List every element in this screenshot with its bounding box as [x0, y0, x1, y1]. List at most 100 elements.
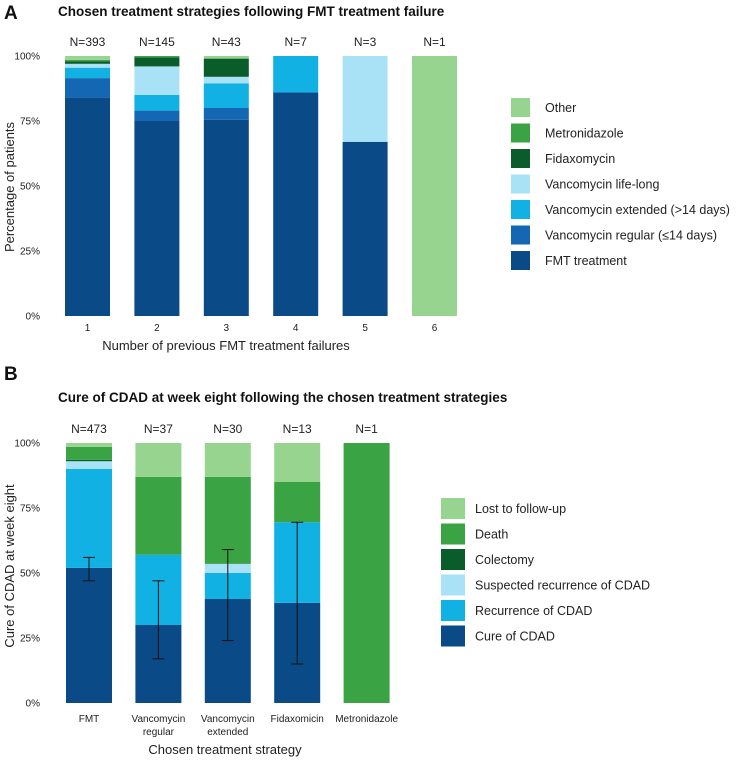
bar-segment — [66, 443, 112, 447]
panel-a-x-axis-label: Number of previous FMT treatment failure… — [102, 338, 350, 353]
legend-swatch — [441, 549, 465, 570]
legend-swatch — [511, 149, 530, 168]
legend-label: Other — [545, 101, 576, 115]
panel-b-y-axis-label: Cure of CDAD at week eight — [2, 484, 17, 648]
bar-segment — [134, 66, 180, 95]
x-tick-label: Fidaxomicin — [271, 714, 324, 725]
y-tick-label: 0% — [26, 312, 41, 323]
bar-segment — [342, 56, 388, 142]
y-tick-label: 25% — [20, 634, 40, 645]
x-tick-label: 6 — [432, 323, 438, 334]
n-label: N=7 — [285, 35, 308, 49]
bar-segment — [203, 76, 249, 84]
x-tick-label: 2 — [154, 323, 160, 334]
legend-label: Cure of CDAD — [475, 630, 555, 644]
x-tick-label: 5 — [362, 323, 368, 334]
legend-label: Lost to follow-up — [475, 502, 566, 516]
legend-label: Vancomycin extended (>14 days) — [545, 203, 730, 217]
n-label: N=473 — [71, 422, 107, 436]
bar-segment — [65, 56, 110, 60]
bar-segment — [204, 443, 251, 477]
legend-swatch — [511, 123, 530, 143]
x-tick-label: 4 — [293, 323, 299, 334]
legend-label: Colectomy — [475, 553, 535, 567]
bar-segment — [412, 56, 457, 316]
bar-segment — [134, 110, 180, 121]
y-tick-label: 50% — [20, 569, 40, 580]
panel-a-title: Chosen treatment strategies following FM… — [58, 4, 445, 19]
bar-segment — [343, 443, 390, 703]
panel-a-legend: Other Metronidazole Fidaxomycin Vancomycin … — [511, 98, 730, 270]
bar-segment — [66, 461, 112, 469]
bar-segment — [203, 56, 249, 59]
panel-a-label: A — [4, 3, 18, 24]
panel-b-title: Cure of CDAD at week eight following the… — [58, 390, 507, 405]
bar-segment — [66, 469, 112, 568]
bar-segment — [273, 92, 319, 317]
bar-segment — [66, 446, 112, 460]
y-tick-label: 25% — [20, 247, 40, 258]
y-tick-label: 75% — [20, 117, 40, 128]
bar-segment — [203, 119, 249, 316]
bar-segment — [203, 108, 249, 120]
legend-swatch — [511, 98, 530, 117]
panel-b-legend: Lost to follow-up Death Colectomy Suspected… — [441, 498, 650, 647]
x-tick-label: 1 — [85, 323, 91, 334]
n-label: N=30 — [213, 422, 242, 436]
bar-segment — [65, 63, 110, 68]
bar-segment — [134, 56, 180, 58]
bar-segment — [203, 58, 249, 77]
bar-segment — [66, 567, 112, 703]
bar-segment — [65, 61, 110, 64]
bar-segment — [65, 59, 110, 62]
bar-segment — [135, 476, 182, 555]
bar-segment — [274, 482, 321, 523]
panel-b: B Cure of CDAD at week eight following t… — [2, 364, 650, 757]
x-tick-label: extended — [207, 727, 248, 738]
legend-label: Death — [475, 528, 508, 542]
legend-swatch — [511, 251, 530, 270]
bar-segment — [134, 121, 180, 316]
legend-label: FMT treatment — [545, 254, 627, 268]
legend-swatch — [441, 600, 465, 621]
bar-segment — [135, 443, 182, 477]
legend-swatch — [441, 625, 465, 647]
legend-swatch — [441, 498, 465, 519]
x-tick-label: Metronidazole — [335, 714, 398, 725]
bar-segment — [65, 67, 110, 79]
bar-segment — [342, 141, 388, 316]
bar-segment — [134, 95, 180, 111]
n-label: N=145 — [139, 35, 175, 49]
x-tick-label: FMT — [79, 714, 100, 725]
n-label: N=13 — [283, 422, 312, 436]
bar-segment — [273, 56, 319, 93]
legend-label: Vancomycin life-long — [545, 178, 659, 192]
panel-a-y-axis-label: Percentage of patients — [2, 121, 17, 252]
legend-label: Vancomycin regular (≤14 days) — [545, 229, 717, 243]
panel-a: A Chosen treatment strategies following … — [2, 3, 730, 353]
panel-b-label: B — [4, 364, 18, 385]
n-label: N=1 — [423, 35, 446, 49]
legend-label: Suspected recurrence of CDAD — [475, 579, 650, 593]
legend-swatch — [441, 523, 465, 545]
bar-segment — [203, 83, 249, 108]
y-tick-label: 75% — [20, 504, 40, 515]
legend-label: Metronidazole — [545, 127, 624, 141]
legend-label: Fidaxomycin — [545, 152, 615, 166]
legend-swatch — [441, 574, 465, 596]
legend-swatch — [511, 200, 530, 219]
x-tick-label: Vancomycin — [132, 714, 186, 725]
n-label: N=1 — [355, 422, 378, 436]
y-tick-label: 100% — [14, 52, 40, 63]
y-tick-label: 50% — [20, 182, 40, 193]
x-tick-label: Vancomycin — [201, 714, 255, 725]
n-label: N=43 — [212, 35, 241, 49]
n-label: N=393 — [70, 35, 106, 49]
x-tick-label: 3 — [224, 323, 230, 334]
n-label: N=3 — [354, 35, 377, 49]
legend-label: Recurrence of CDAD — [475, 604, 592, 618]
bar-segment — [65, 97, 110, 316]
y-tick-label: 0% — [26, 699, 41, 710]
bar-segment — [274, 443, 321, 482]
